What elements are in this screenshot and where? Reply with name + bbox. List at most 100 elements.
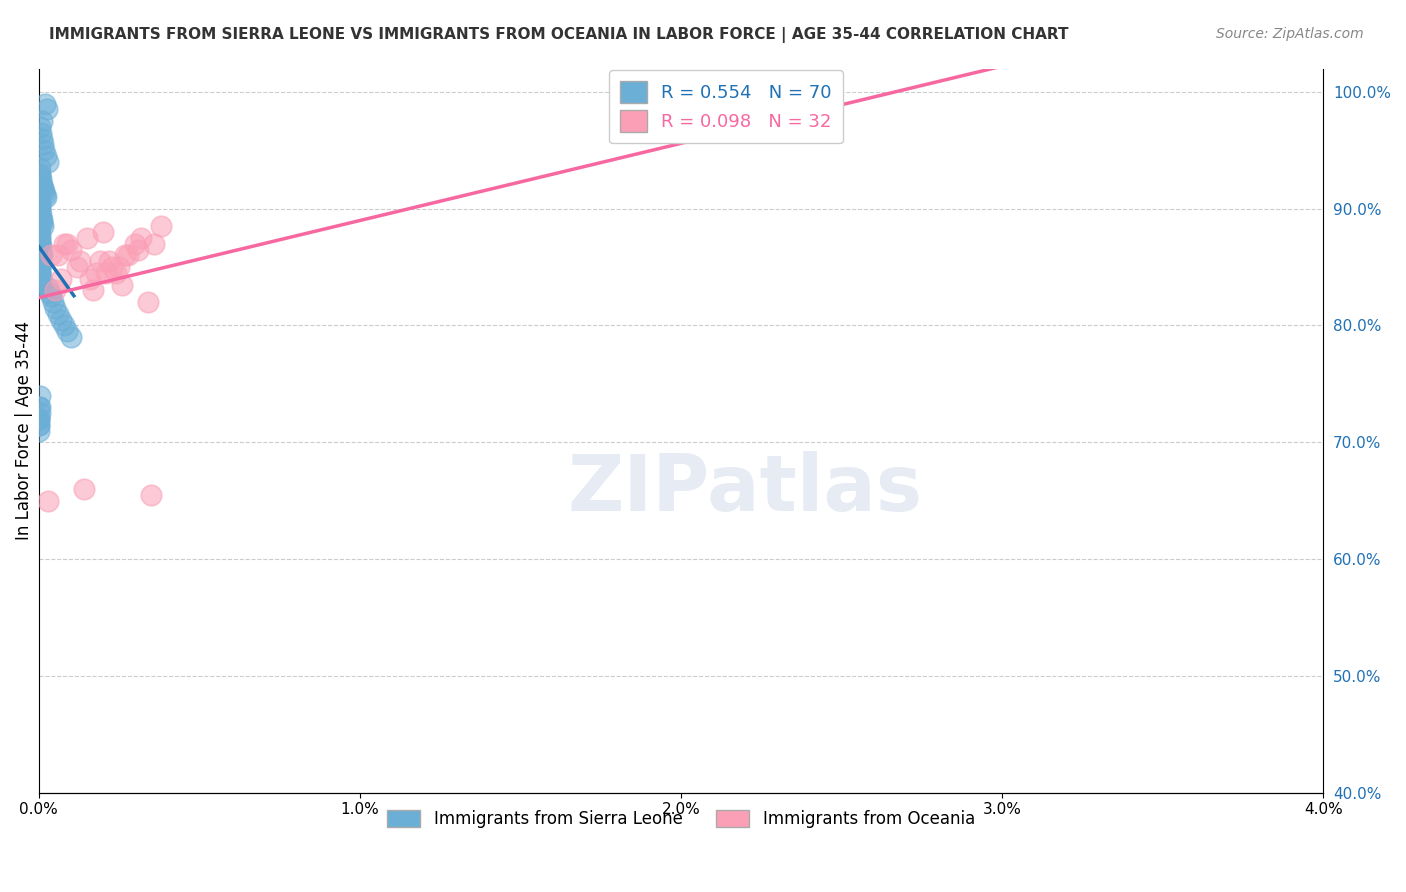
Text: ZIPatlas: ZIPatlas	[568, 450, 922, 526]
Point	[34, 187, 56, 202]
Point	[28, 167, 51, 181]
Point	[31, 178, 53, 193]
Point	[37, 281, 59, 295]
Point	[127, 243, 149, 257]
Point	[37, 155, 59, 169]
Point	[30, 266, 52, 280]
Point	[28, 251, 51, 265]
Point	[31, 216, 53, 230]
Point	[30, 204, 52, 219]
Point	[30, 176, 52, 190]
Point	[30, 211, 52, 225]
Point	[31, 248, 53, 262]
Point	[34, 143, 56, 157]
Point	[94, 266, 117, 280]
Point	[69, 254, 91, 268]
Point	[76, 231, 98, 245]
Point	[59, 330, 82, 344]
Point	[30, 169, 52, 183]
Point	[30, 239, 52, 253]
Point	[28, 412, 51, 426]
Point	[30, 243, 52, 257]
Point	[28, 195, 51, 210]
Point	[79, 272, 101, 286]
Point	[28, 223, 51, 237]
Point	[28, 227, 51, 242]
Point	[31, 180, 53, 194]
Point	[31, 114, 53, 128]
Point	[28, 192, 51, 206]
Point	[30, 272, 52, 286]
Point	[28, 258, 51, 272]
Point	[31, 213, 53, 227]
Point	[101, 260, 124, 274]
Point	[31, 131, 53, 145]
Point	[30, 274, 52, 288]
Point	[37, 493, 59, 508]
Point	[30, 246, 52, 260]
Point	[30, 262, 52, 277]
Y-axis label: In Labor Force | Age 35-44: In Labor Force | Age 35-44	[15, 321, 32, 541]
Point	[53, 318, 76, 333]
Point	[41, 289, 63, 303]
Point	[35, 190, 58, 204]
Text: IMMIGRANTS FROM SIERRA LEONE VS IMMIGRANTS FROM OCEANIA IN LABOR FORCE | AGE 35-: IMMIGRANTS FROM SIERRA LEONE VS IMMIGRAN…	[49, 27, 1069, 43]
Point	[98, 254, 121, 268]
Point	[28, 406, 51, 420]
Point	[59, 243, 82, 257]
Legend: Immigrants from Sierra Leone, Immigrants from Oceania: Immigrants from Sierra Leone, Immigrants…	[381, 804, 981, 835]
Point	[117, 248, 139, 262]
Point	[111, 277, 134, 292]
Point	[42, 295, 65, 310]
Point	[28, 412, 51, 426]
Point	[139, 488, 162, 502]
Point	[34, 149, 56, 163]
Point	[28, 231, 51, 245]
Point	[104, 266, 127, 280]
Point	[28, 417, 51, 432]
Point	[86, 266, 108, 280]
Point	[28, 254, 51, 268]
Point	[28, 401, 51, 415]
Point	[31, 219, 53, 234]
Point	[30, 207, 52, 221]
Point	[91, 225, 114, 239]
Point	[30, 172, 52, 186]
Point	[82, 284, 104, 298]
Point	[136, 295, 159, 310]
Point	[28, 199, 51, 213]
Point	[66, 260, 89, 274]
Point	[28, 388, 51, 402]
Point	[31, 277, 53, 292]
Point	[30, 126, 52, 140]
Point	[49, 272, 72, 286]
Point	[46, 248, 69, 262]
Point	[28, 417, 51, 432]
Point	[35, 103, 58, 117]
Point	[143, 236, 166, 251]
Point	[38, 285, 60, 300]
Point	[28, 401, 51, 415]
Point	[124, 236, 146, 251]
Point	[28, 260, 51, 274]
Point	[89, 254, 111, 268]
Point	[28, 161, 51, 175]
Point	[30, 236, 52, 251]
Text: Source: ZipAtlas.com: Source: ZipAtlas.com	[1216, 27, 1364, 41]
Point	[53, 236, 76, 251]
Point	[114, 248, 136, 262]
Point	[28, 225, 51, 239]
Point	[32, 184, 55, 198]
Point	[44, 284, 66, 298]
Point	[46, 307, 69, 321]
Point	[28, 412, 51, 426]
Point	[28, 424, 51, 438]
Point	[34, 96, 56, 111]
Point	[30, 269, 52, 284]
Point	[149, 219, 172, 234]
Point	[30, 235, 52, 249]
Point	[131, 231, 153, 245]
Point	[56, 236, 79, 251]
Point	[72, 482, 94, 496]
Point	[44, 301, 66, 315]
